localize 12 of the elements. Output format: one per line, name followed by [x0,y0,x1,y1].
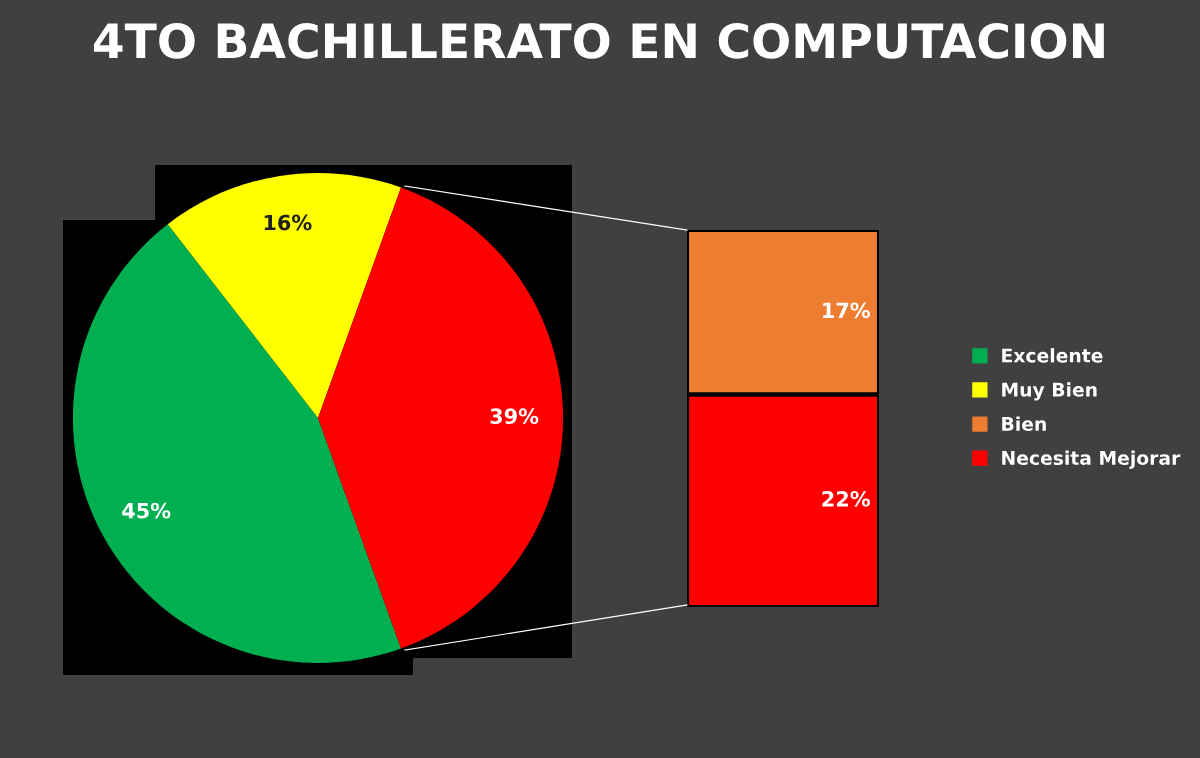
chart-title: 4TO BACHILLERATO EN COMPUTACION [93,22,1104,59]
data-label: 22% [822,490,870,507]
data-label: 39% [490,408,539,425]
legend-label: Muy Bien [1002,382,1097,401]
pie-slice [167,172,402,418]
text: Necesita Mejorar [1002,450,1181,469]
legend-label: Excelente [1002,348,1103,363]
data-label: 45% [122,502,171,519]
legend-label: Bien [1002,416,1046,431]
pie-slice [318,187,564,649]
data-label: 17% [823,302,870,319]
data-label: 16% [264,214,312,231]
